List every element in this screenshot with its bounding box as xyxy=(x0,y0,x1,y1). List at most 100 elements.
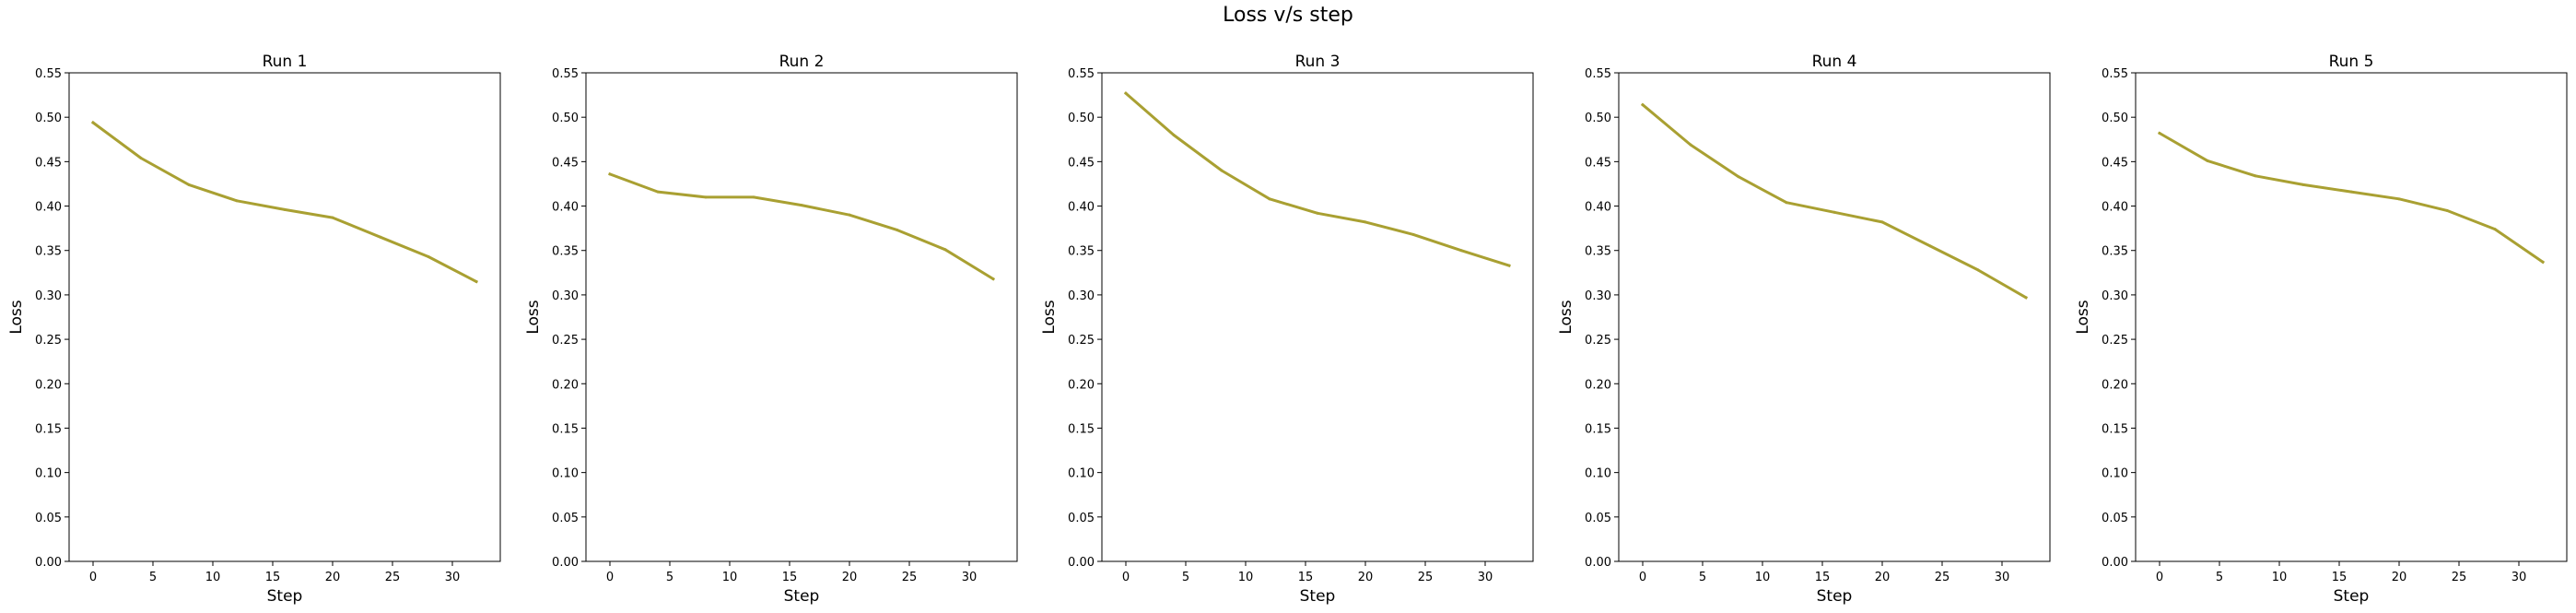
subplot-run-5: Run 5 0.00 0.05 0.10 0.15 0.20 0.25 0.30 0.35 0.4… xyxy=(2074,53,2568,606)
y-tick-label: 0.50 xyxy=(35,112,62,125)
y-tick-label: 0.20 xyxy=(1585,378,1611,392)
y-tick-label: 0.30 xyxy=(1068,289,1095,303)
y-tick-label: 0.00 xyxy=(35,556,62,570)
y-tick-label: 0.35 xyxy=(552,245,579,259)
y-tick-label: 0.10 xyxy=(35,467,62,481)
y-tick-label: 0.15 xyxy=(1068,422,1095,436)
y-tick-label: 0.55 xyxy=(2102,67,2128,81)
x-tick-label: 0 xyxy=(1639,571,1646,584)
x-tick-label: 0 xyxy=(606,571,614,584)
loss-line xyxy=(90,120,479,284)
data-point xyxy=(427,254,430,258)
data-point xyxy=(1459,249,1463,253)
y-tick-label: 0.20 xyxy=(1068,378,1095,392)
loss-line xyxy=(608,171,996,281)
y-tick-label: 0.00 xyxy=(1068,556,1095,570)
y-tick-label: 0.25 xyxy=(1068,334,1095,348)
y-tick-label: 0.05 xyxy=(35,512,62,525)
y-tick-label: 0.45 xyxy=(2102,156,2128,170)
subplot-run-4: Run 4 0.00 0.05 0.10 0.15 0.20 0.25 0.30 0.35 0.4… xyxy=(1557,53,2051,606)
x-tick-label: 15 xyxy=(1815,571,1831,584)
y-tick-label: 0.35 xyxy=(2102,245,2128,259)
data-point xyxy=(1316,211,1319,215)
y-tick-label: 0.35 xyxy=(35,245,62,259)
subplot-title: Run 5 xyxy=(2329,53,2374,71)
data-point xyxy=(943,248,947,252)
data-point xyxy=(656,190,660,194)
x-axis-label: Step xyxy=(1817,587,1853,606)
y-tick-label: 0.45 xyxy=(552,156,579,170)
x-tick-label: 5 xyxy=(1699,571,1706,584)
x-tick-label: 10 xyxy=(1238,571,1254,584)
y-tick-label: 0.05 xyxy=(2102,512,2128,525)
data-point xyxy=(91,121,95,124)
data-point xyxy=(800,204,803,207)
y-tick-label: 0.40 xyxy=(2102,201,2128,215)
y-axis-label: Loss xyxy=(7,300,26,334)
x-tick-label: 30 xyxy=(1478,571,1493,584)
x-tick-label: 25 xyxy=(1418,571,1434,584)
y-tick-label: 0.05 xyxy=(1068,512,1095,525)
y-tick-label: 0.45 xyxy=(1068,156,1095,170)
figure-title: Loss v/s step xyxy=(1223,4,1353,27)
loss-line xyxy=(1640,102,2029,300)
x-tick-label: 15 xyxy=(265,571,281,584)
x-tick-label: 25 xyxy=(2452,571,2467,584)
x-tick-label: 5 xyxy=(149,571,157,584)
data-point xyxy=(1411,232,1415,236)
y-tick-label: 0.55 xyxy=(1585,67,1611,81)
x-axis-label: Step xyxy=(1300,587,1336,606)
axes-frame xyxy=(1101,72,1534,562)
y-tick-label: 0.00 xyxy=(2102,556,2128,570)
data-point xyxy=(2397,197,2401,201)
y-tick-label: 0.15 xyxy=(1585,422,1611,436)
y-tick-label: 0.30 xyxy=(552,289,579,303)
x-tick-label: 5 xyxy=(1182,571,1189,584)
subplot-title: Run 2 xyxy=(779,53,825,71)
subplot-run-2: Run 2 0.00 0.05 0.10 0.15 0.20 0.25 0.30 0.35 0.4… xyxy=(524,53,1018,606)
axes-frame xyxy=(1618,72,2051,562)
y-tick-label: 0.45 xyxy=(1585,156,1611,170)
y-tick-label: 0.25 xyxy=(1585,334,1611,348)
data-point xyxy=(2301,183,2305,186)
axes-frame xyxy=(68,72,501,562)
y-tick-label: 0.10 xyxy=(1585,467,1611,481)
y-tick-label: 0.25 xyxy=(2102,334,2128,348)
data-point xyxy=(1507,264,1511,267)
data-point xyxy=(1880,220,1884,224)
x-tick-label: 30 xyxy=(2512,571,2527,584)
x-tick-label: 0 xyxy=(1122,571,1130,584)
x-tick-label: 25 xyxy=(1935,571,1950,584)
data-point xyxy=(1172,133,1176,136)
data-point xyxy=(1689,143,1692,147)
y-axis-label: Loss xyxy=(1557,300,1575,334)
data-point xyxy=(896,229,899,232)
y-tick-label: 0.55 xyxy=(35,67,62,81)
y-tick-label: 0.40 xyxy=(1068,201,1095,215)
y-tick-label: 0.10 xyxy=(1068,467,1095,481)
x-tick-label: 30 xyxy=(445,571,461,584)
y-tick-label: 0.15 xyxy=(552,422,579,436)
x-tick-label: 10 xyxy=(1755,571,1771,584)
y-tick-label: 0.35 xyxy=(1068,245,1095,259)
data-point xyxy=(848,213,851,217)
y-axis-label: Loss xyxy=(2074,300,2092,334)
y-tick-label: 0.30 xyxy=(35,289,62,303)
data-point xyxy=(1124,91,1128,95)
x-tick-label: 5 xyxy=(666,571,673,584)
y-tick-label: 0.50 xyxy=(1585,112,1611,125)
y-tick-label: 0.15 xyxy=(35,422,62,436)
x-tick-label: 20 xyxy=(842,571,858,584)
data-point xyxy=(139,157,143,160)
data-point xyxy=(2254,174,2257,178)
x-tick-label: 5 xyxy=(2216,571,2223,584)
y-tick-label: 0.40 xyxy=(35,201,62,215)
x-tick-label: 10 xyxy=(722,571,738,584)
x-tick-label: 30 xyxy=(1995,571,2010,584)
axes-frame xyxy=(2135,72,2568,562)
data-point xyxy=(474,279,478,283)
x-tick-label: 25 xyxy=(385,571,401,584)
y-tick-label: 0.25 xyxy=(35,334,62,348)
y-tick-label: 0.55 xyxy=(1068,67,1095,81)
